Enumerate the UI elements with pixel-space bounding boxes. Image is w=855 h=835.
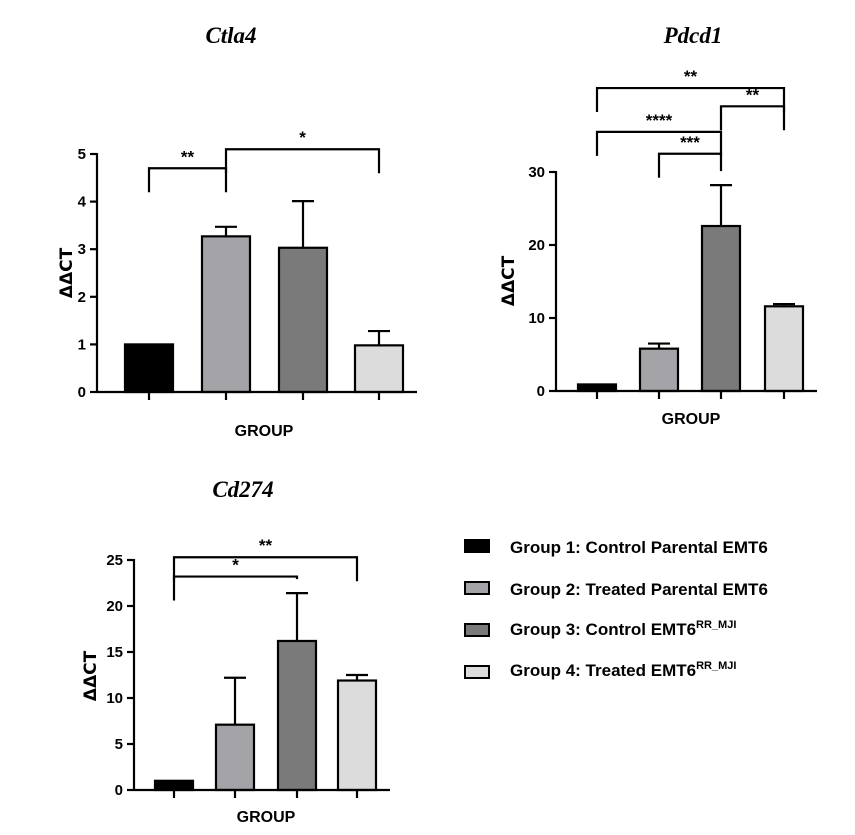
significance-label: * bbox=[299, 128, 306, 147]
legend-swatch bbox=[464, 665, 490, 679]
y-axis-label: ΔΔCT bbox=[57, 247, 77, 298]
significance-bracket bbox=[147, 167, 228, 193]
significance-bracket bbox=[172, 575, 299, 601]
y-tick-label: 15 bbox=[106, 644, 123, 661]
legend-label: Group 4: Treated EMT6RR_MJI bbox=[510, 660, 736, 680]
legend-item: Group 4: Treated EMT6RR_MJI bbox=[464, 660, 736, 680]
legend: Group 1: Control Parental EMT6 Group 2: … bbox=[464, 538, 768, 680]
significance-bracket bbox=[657, 152, 723, 178]
bar bbox=[638, 347, 680, 393]
bar bbox=[277, 246, 329, 394]
legend-swatch bbox=[464, 539, 490, 553]
legend-item: Group 2: Treated Parental EMT6 bbox=[464, 580, 768, 599]
y-tick-label: 25 bbox=[106, 552, 123, 569]
legend-item: Group 1: Control Parental EMT6 bbox=[464, 538, 768, 557]
significance-bracket bbox=[595, 86, 786, 113]
y-tick-label: 20 bbox=[106, 598, 123, 615]
bar bbox=[700, 224, 742, 393]
significance-label: ** bbox=[684, 67, 698, 86]
y-tick-label: 2 bbox=[78, 289, 86, 306]
significance-bracket bbox=[224, 148, 381, 174]
legend-label: Group 3: Control EMT6RR_MJI bbox=[510, 619, 736, 639]
legend-swatch bbox=[464, 623, 490, 637]
y-tick-label: 0 bbox=[115, 782, 123, 799]
x-axis-label: GROUP bbox=[662, 411, 721, 428]
legend-label: Group 1: Control Parental EMT6 bbox=[510, 538, 768, 557]
significance-label: *** bbox=[680, 133, 700, 152]
x-axis-label: GROUP bbox=[235, 423, 294, 440]
y-tick-label: 0 bbox=[78, 384, 86, 401]
bar bbox=[123, 343, 175, 394]
bar bbox=[214, 723, 256, 792]
y-tick-label: 4 bbox=[78, 194, 87, 211]
chart-title: Pdcd1 bbox=[663, 23, 723, 48]
bar bbox=[200, 235, 252, 394]
significance-bracket bbox=[719, 105, 786, 131]
significance-label: ** bbox=[259, 536, 273, 555]
y-tick-label: 5 bbox=[78, 146, 86, 163]
y-axis-label: ΔΔCT bbox=[499, 255, 519, 306]
legend-item: Group 3: Control EMT6RR_MJI bbox=[464, 619, 736, 639]
significance-bracket bbox=[172, 556, 359, 582]
significance-label: ** bbox=[746, 85, 760, 104]
chart-title: Ctla4 bbox=[205, 23, 256, 48]
x-axis-label: GROUP bbox=[237, 809, 296, 826]
significance-label: **** bbox=[646, 111, 673, 130]
chart-title: Cd274 bbox=[212, 477, 273, 502]
y-axis-label: ΔΔCT bbox=[81, 650, 101, 701]
bar bbox=[153, 779, 195, 792]
bar bbox=[353, 344, 405, 394]
bar bbox=[276, 639, 318, 792]
y-tick-label: 0 bbox=[537, 383, 545, 400]
y-tick-label: 5 bbox=[115, 736, 123, 753]
y-tick-label: 10 bbox=[106, 690, 123, 707]
y-tick-label: 20 bbox=[528, 237, 545, 254]
bar bbox=[763, 305, 805, 393]
legend-swatch bbox=[464, 581, 490, 595]
significance-label: * bbox=[232, 556, 239, 575]
y-tick-label: 3 bbox=[78, 241, 86, 258]
bar bbox=[336, 679, 378, 792]
legend-label: Group 2: Treated Parental EMT6 bbox=[510, 580, 768, 599]
y-tick-label: 30 bbox=[528, 164, 545, 181]
significance-label: ** bbox=[181, 147, 195, 166]
y-tick-label: 1 bbox=[78, 336, 86, 353]
y-tick-label: 10 bbox=[528, 310, 545, 327]
significance-bracket bbox=[595, 130, 723, 156]
